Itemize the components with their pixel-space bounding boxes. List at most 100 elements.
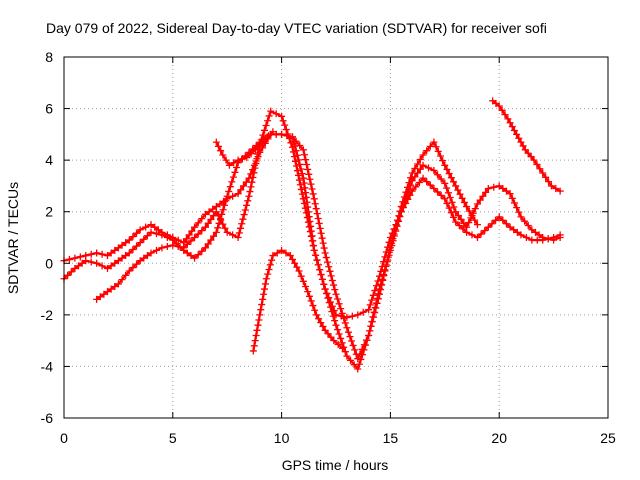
data-marker bbox=[545, 178, 553, 186]
data-point bbox=[278, 112, 286, 120]
data-marker bbox=[111, 246, 119, 254]
data-marker bbox=[301, 204, 309, 212]
data-point bbox=[484, 185, 492, 193]
data-marker bbox=[229, 173, 237, 181]
data-marker bbox=[140, 235, 148, 243]
data-marker bbox=[369, 291, 377, 299]
series-track-5 bbox=[249, 246, 347, 355]
data-point bbox=[180, 244, 188, 252]
data-point bbox=[114, 257, 122, 265]
data-marker bbox=[329, 312, 337, 320]
data-point bbox=[169, 241, 177, 249]
data-point bbox=[365, 331, 373, 339]
data-marker bbox=[457, 215, 465, 223]
data-marker bbox=[293, 263, 301, 271]
data-point bbox=[71, 254, 79, 262]
data-marker bbox=[296, 181, 304, 189]
data-point bbox=[223, 192, 231, 200]
data-marker bbox=[384, 256, 392, 264]
data-point bbox=[408, 187, 416, 195]
data-marker bbox=[508, 123, 516, 131]
data-marker bbox=[445, 204, 453, 212]
data-marker bbox=[325, 263, 333, 271]
data-marker bbox=[552, 185, 560, 193]
data-marker bbox=[253, 155, 261, 163]
data-point bbox=[191, 223, 199, 231]
data-marker bbox=[455, 221, 463, 229]
data-marker bbox=[238, 220, 246, 228]
data-marker bbox=[78, 259, 86, 267]
data-marker bbox=[98, 262, 106, 270]
data-marker bbox=[122, 252, 130, 260]
data-marker bbox=[359, 308, 367, 316]
y-tick-label: 4 bbox=[45, 152, 53, 168]
data-marker bbox=[355, 360, 363, 368]
data-marker bbox=[301, 184, 309, 192]
data-marker bbox=[98, 250, 106, 258]
data-marker bbox=[188, 227, 196, 235]
data-point bbox=[517, 231, 525, 239]
data-point bbox=[234, 190, 242, 198]
data-marker bbox=[377, 280, 385, 288]
data-marker bbox=[297, 185, 305, 193]
data-point bbox=[262, 275, 270, 283]
data-marker bbox=[254, 150, 262, 158]
data-marker bbox=[241, 206, 249, 214]
data-point bbox=[473, 200, 481, 208]
data-marker bbox=[303, 214, 311, 222]
data-marker bbox=[248, 178, 256, 186]
data-point bbox=[269, 128, 277, 136]
data-marker bbox=[118, 254, 126, 262]
data-point bbox=[495, 213, 503, 221]
data-marker bbox=[214, 142, 222, 150]
data-point bbox=[125, 249, 133, 257]
data-marker bbox=[133, 260, 141, 268]
data-marker bbox=[285, 134, 293, 142]
axis-ticks bbox=[63, 56, 609, 419]
data-marker bbox=[225, 187, 233, 195]
data-marker bbox=[531, 228, 539, 236]
data-marker bbox=[448, 198, 456, 206]
data-point bbox=[332, 321, 340, 329]
data-marker bbox=[289, 148, 297, 156]
data-marker bbox=[151, 223, 159, 231]
data-marker bbox=[325, 299, 333, 307]
data-marker bbox=[279, 117, 287, 125]
y-tick-label: 2 bbox=[45, 204, 53, 220]
data-marker bbox=[237, 186, 245, 194]
data-marker bbox=[284, 130, 292, 138]
data-marker bbox=[515, 134, 523, 142]
data-marker bbox=[437, 175, 445, 183]
data-point bbox=[452, 208, 460, 216]
data-marker bbox=[436, 152, 444, 160]
data-marker bbox=[434, 171, 442, 179]
data-marker bbox=[154, 226, 162, 234]
series-layer bbox=[60, 97, 564, 373]
data-marker bbox=[450, 203, 458, 211]
data-marker bbox=[327, 272, 335, 280]
data-point bbox=[299, 195, 307, 203]
data-marker bbox=[298, 170, 306, 178]
data-marker bbox=[305, 223, 313, 231]
data-marker bbox=[522, 234, 530, 241]
data-marker bbox=[272, 110, 280, 118]
data-marker bbox=[335, 300, 343, 308]
data-marker bbox=[536, 165, 544, 173]
data-marker bbox=[358, 351, 366, 359]
data-marker bbox=[100, 290, 108, 298]
data-marker bbox=[282, 249, 290, 257]
data-point bbox=[495, 182, 503, 190]
data-marker bbox=[230, 159, 238, 167]
data-marker bbox=[403, 190, 411, 198]
data-point bbox=[158, 244, 166, 252]
data-marker bbox=[399, 203, 407, 211]
data-marker bbox=[259, 295, 267, 303]
data-point bbox=[269, 252, 277, 260]
data-point bbox=[408, 177, 416, 185]
data-point bbox=[419, 174, 427, 182]
data-marker bbox=[320, 280, 328, 288]
data-marker bbox=[296, 160, 304, 168]
data-marker bbox=[143, 232, 151, 240]
data-marker bbox=[133, 229, 141, 237]
data-point bbox=[212, 208, 220, 216]
